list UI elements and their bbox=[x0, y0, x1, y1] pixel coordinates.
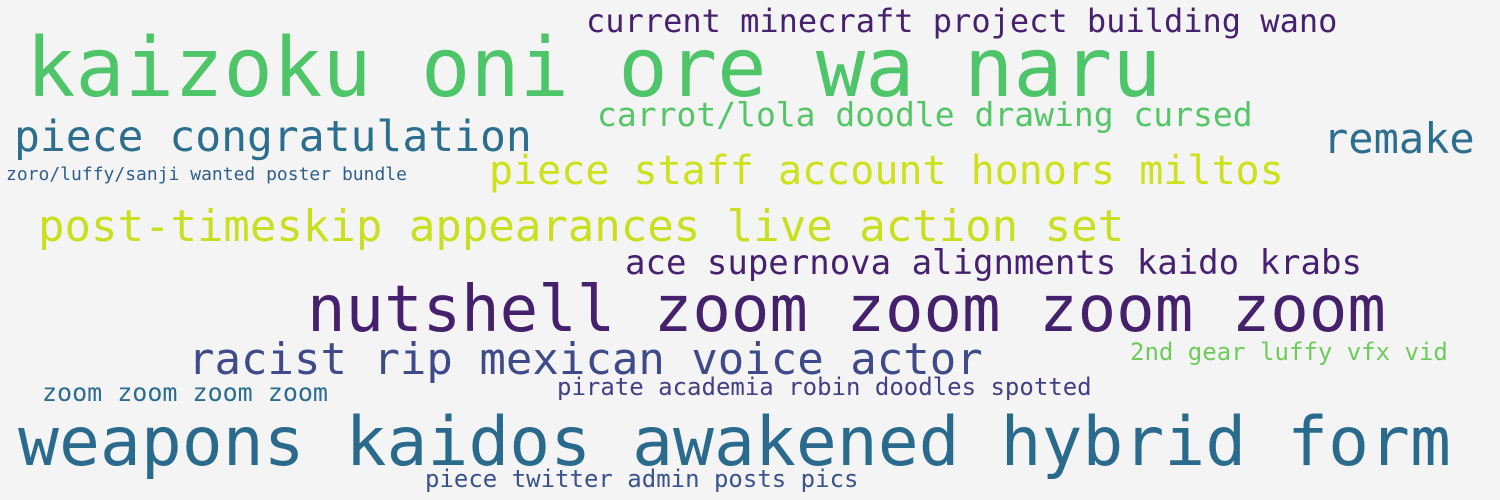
word-w9: ace supernova alignments kaido krabs bbox=[625, 243, 1362, 283]
word-w16: piece twitter admin posts pics bbox=[425, 465, 859, 493]
word-w11: racist rip mexican voice actor bbox=[188, 334, 983, 385]
word-w6: zoro/luffy/sanji wanted poster bundle bbox=[6, 164, 407, 185]
word-w4: piece congratulation bbox=[14, 112, 532, 162]
word-w5: remake bbox=[1323, 114, 1475, 163]
word-w7: piece staff account honors miltos bbox=[489, 148, 1284, 194]
word-w14: pirate academia robin doodles spotted bbox=[557, 373, 1092, 401]
word-w10: nutshell zoom zoom zoom zoom bbox=[307, 273, 1386, 347]
word-w12: 2nd gear luffy vfx vid bbox=[1130, 338, 1448, 366]
word-w1: kaizoku oni ore wa naru bbox=[26, 21, 1162, 116]
word-w2: current minecraft project building wano bbox=[586, 2, 1338, 40]
word-w15: weapons kaidos awakened hybrid form bbox=[18, 403, 1451, 482]
word-w8: post-timeskip appearances live action se… bbox=[38, 201, 1125, 252]
word-w3: carrot/lola doodle drawing cursed bbox=[597, 95, 1253, 134]
word-w13: zoom zoom zoom zoom bbox=[42, 378, 328, 407]
